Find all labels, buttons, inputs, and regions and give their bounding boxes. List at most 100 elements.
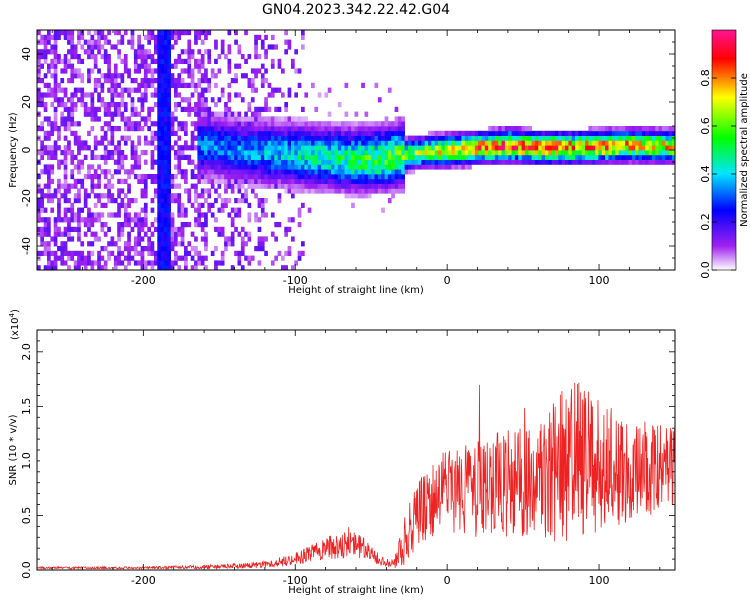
heatmap-cell [177,164,182,170]
heatmap-cell [73,54,78,60]
heatmap-cell [80,97,85,103]
heatmap-cell [207,164,212,170]
heatmap-cell [438,150,442,156]
heatmap-cell [334,183,339,189]
heatmap-cell [224,116,228,122]
heatmap-cell [504,150,509,156]
heatmap-cell [257,164,262,170]
heatmap-cell [174,63,178,69]
heatmap-cell [384,154,389,160]
heatmap-cell [294,164,298,170]
heatmap-cell [301,169,305,175]
heatmap-cell [314,164,319,170]
heatmap-cell [514,154,519,160]
heatmap-cell [501,126,506,132]
heatmap-cell [260,135,265,141]
heatmap-cell [334,188,339,194]
heatmap-cell [254,150,258,156]
heatmap-cell [47,255,51,261]
heatmap-cell [224,236,228,242]
heatmap-cell [120,87,125,93]
heatmap-cell [314,178,319,184]
heatmap-cell [214,44,218,50]
heatmap-cell [80,250,85,256]
heatmap-cell [334,164,339,170]
heatmap-cell [301,121,305,127]
heatmap-cell [611,135,616,141]
heatmap-cell [484,154,489,160]
heatmap-cell [224,135,228,141]
heatmap-cell [464,135,469,141]
heatmap-cell [364,111,369,117]
heatmap-cell [337,188,342,194]
heatmap-cell [53,68,58,74]
heatmap-cell [204,255,208,261]
heatmap-cell [107,198,111,204]
heatmap-cell [341,169,345,175]
heatmap-cell [53,265,58,270]
heatmap-cell [488,145,492,151]
heatmap-cell [110,154,115,160]
heatmap-cell [625,150,629,156]
heatmap-cell [468,164,472,170]
heatmap-cell [53,236,58,242]
heatmap-cell [568,135,573,141]
heatmap-cell [244,241,248,247]
heatmap-cell [70,111,75,117]
heatmap-cell [127,222,131,228]
heatmap-cell [277,198,282,204]
heatmap-cell [361,145,365,151]
heatmap-cell [230,121,235,127]
heatmap-cell [43,226,48,232]
heatmap-cell [107,154,111,160]
heatmap-cell [354,159,359,165]
heatmap-cell [264,49,268,55]
heatmap-cell [661,159,666,165]
heatmap-cell [414,140,419,146]
heatmap-cell [97,212,101,218]
heatmap-cell [381,121,385,127]
heatmap-cell [247,78,252,84]
heatmap-cell [454,140,459,146]
heatmap-cell [401,183,405,189]
heatmap-cell [331,135,335,141]
heatmap-cell [197,164,202,170]
heatmap-cell [250,135,255,141]
heatmap-cell [367,126,372,132]
heatmap-cell [344,126,349,132]
heatmap-cell [291,169,295,175]
heatmap-cell [464,130,469,136]
heatmap-cell [357,159,362,165]
heatmap-cell [250,159,255,165]
heatmap-cell [277,106,282,112]
heatmap-cell [237,126,242,132]
heatmap-cell [281,150,285,156]
heatmap-cell [140,44,145,50]
heatmap-cell [351,183,355,189]
heatmap-cell [190,231,195,237]
heatmap-cell [137,63,141,69]
heatmap-cell [307,174,312,180]
heatmap-cell [478,150,482,156]
heatmap-cell [117,92,121,98]
heatmap-cell [458,135,462,141]
heatmap-cell [324,188,329,194]
heatmap-cell [645,145,649,151]
heatmap-cell [93,116,98,122]
heatmap-cell [287,159,292,165]
heatmap-cell [628,154,633,160]
heatmap-cell [558,159,562,165]
heatmap-cell [217,135,222,141]
heatmap-cell [43,231,48,237]
heatmap-cell [314,188,319,194]
heatmap-cell [250,183,255,189]
heatmap-cell [254,54,258,60]
heatmap-cell [187,68,192,74]
heatmap-cell [615,154,619,160]
heatmap-cell [377,164,382,170]
heatmap-cell [461,164,466,170]
heatmap-cell [154,39,158,45]
heatmap-cell [100,102,105,108]
heatmap-cell [187,102,192,108]
heatmap-cell [100,169,105,175]
